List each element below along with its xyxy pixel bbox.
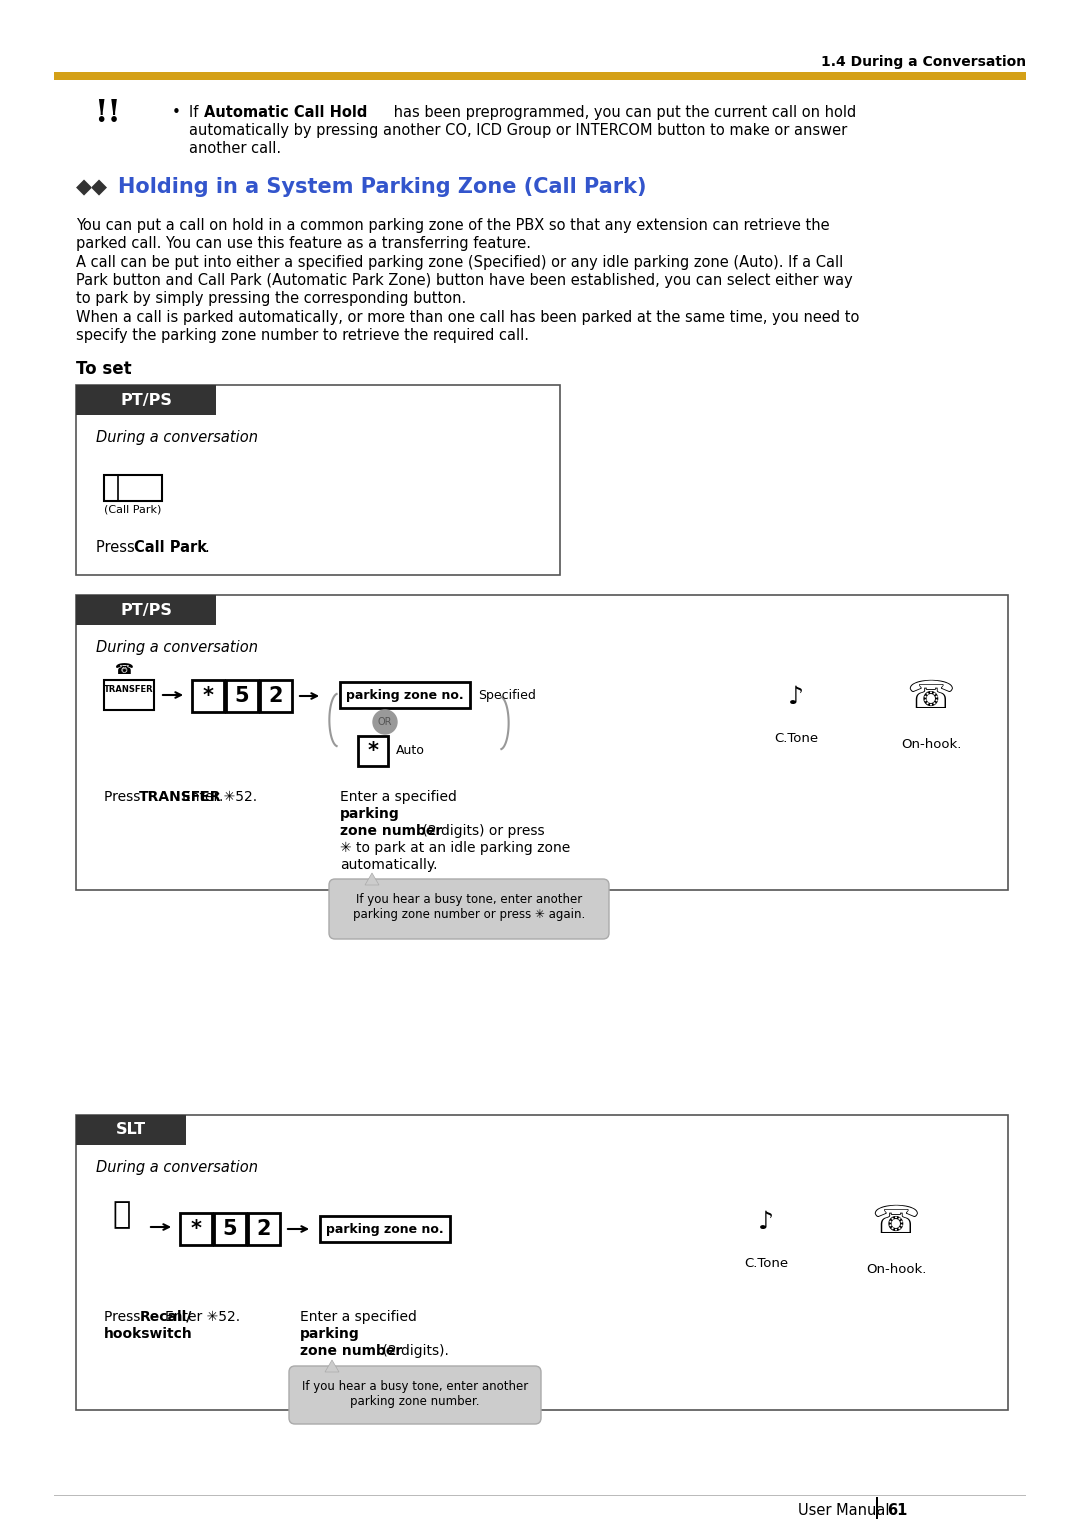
Text: ☎: ☎ xyxy=(114,662,134,677)
Bar xyxy=(226,680,258,712)
Text: If: If xyxy=(189,105,203,121)
Text: Enter ✳52.: Enter ✳52. xyxy=(183,790,257,804)
Bar xyxy=(76,594,216,625)
Bar xyxy=(320,1216,450,1242)
Text: parking zone no.: parking zone no. xyxy=(326,1222,444,1236)
Polygon shape xyxy=(365,872,379,885)
Text: ✳ to park at an idle parking zone: ✳ to park at an idle parking zone xyxy=(340,840,570,856)
Text: automatically.: automatically. xyxy=(340,859,437,872)
Text: 1.4 During a Conversation: 1.4 During a Conversation xyxy=(821,55,1026,69)
Text: During a conversation: During a conversation xyxy=(96,640,258,656)
Text: ♪: ♪ xyxy=(788,685,804,709)
Bar xyxy=(76,1115,1008,1410)
Bar xyxy=(357,736,388,766)
Text: automatically by pressing another CO, ICD Group or INTERCOM button to make or an: automatically by pressing another CO, IC… xyxy=(189,122,847,138)
Text: User Manual: User Manual xyxy=(798,1504,890,1517)
Text: 2: 2 xyxy=(257,1219,271,1239)
Text: Press: Press xyxy=(96,539,139,555)
Text: If you hear a busy tone, enter another
parking zone number or press ✳ again.: If you hear a busy tone, enter another p… xyxy=(353,892,585,921)
Text: hookswitch: hookswitch xyxy=(104,1326,192,1342)
Bar xyxy=(104,680,154,711)
Text: 5: 5 xyxy=(222,1219,238,1239)
Text: During a conversation: During a conversation xyxy=(96,1160,258,1175)
Text: ☏: ☏ xyxy=(872,1203,920,1241)
Text: Enter a specified: Enter a specified xyxy=(300,1309,421,1323)
Bar xyxy=(76,385,216,416)
Text: (2 digits) or press: (2 digits) or press xyxy=(418,824,544,837)
Text: Call Park: Call Park xyxy=(134,539,207,555)
Bar xyxy=(104,475,162,501)
Text: (2 digits).: (2 digits). xyxy=(378,1345,449,1358)
Text: Specified: Specified xyxy=(478,689,536,701)
Text: .: . xyxy=(204,539,208,555)
Text: You can put a call on hold in a common parking zone of the PBX so that any exten: You can put a call on hold in a common p… xyxy=(76,219,829,232)
Text: 2: 2 xyxy=(269,686,283,706)
Bar xyxy=(248,1213,280,1245)
Text: If you hear a busy tone, enter another
parking zone number.: If you hear a busy tone, enter another p… xyxy=(302,1380,528,1407)
Text: Auto: Auto xyxy=(396,744,424,758)
Text: parked call. You can use this feature as a transferring feature.: parked call. You can use this feature as… xyxy=(76,235,531,251)
Text: Automatic Call Hold: Automatic Call Hold xyxy=(204,105,367,121)
Circle shape xyxy=(373,711,397,733)
Text: Park button and Call Park (Automatic Park Zone) button have been established, yo: Park button and Call Park (Automatic Par… xyxy=(76,274,853,287)
Text: When a call is parked automatically, or more than one call has been parked at th: When a call is parked automatically, or … xyxy=(76,310,860,325)
Text: PT/PS: PT/PS xyxy=(120,602,172,617)
Text: ☏: ☏ xyxy=(907,678,956,717)
Text: 5: 5 xyxy=(234,686,249,706)
Text: To set: To set xyxy=(76,361,132,377)
Text: parking: parking xyxy=(340,807,400,821)
Text: C.Tone: C.Tone xyxy=(744,1258,788,1270)
Text: to park by simply pressing the corresponding button.: to park by simply pressing the correspon… xyxy=(76,290,467,306)
Bar xyxy=(192,680,224,712)
FancyBboxPatch shape xyxy=(289,1366,541,1424)
Text: has been preprogrammed, you can put the current call on hold: has been preprogrammed, you can put the … xyxy=(389,105,856,121)
Bar xyxy=(76,594,1008,889)
Text: 61: 61 xyxy=(887,1504,907,1517)
Text: (Call Park): (Call Park) xyxy=(105,504,162,515)
Text: TRANSFER: TRANSFER xyxy=(139,790,221,804)
Bar xyxy=(76,385,561,575)
Text: zone number: zone number xyxy=(300,1345,402,1358)
Bar xyxy=(260,680,292,712)
Text: ◆◆: ◆◆ xyxy=(76,177,108,197)
Text: On-hook.: On-hook. xyxy=(866,1264,927,1276)
Bar xyxy=(876,1497,877,1519)
Text: *: * xyxy=(203,686,214,706)
Text: Enter a specified: Enter a specified xyxy=(340,790,461,804)
Text: On-hook.: On-hook. xyxy=(901,738,961,750)
Bar xyxy=(180,1213,212,1245)
Text: specify the parking zone number to retrieve the required call.: specify the parking zone number to retri… xyxy=(76,329,529,342)
Text: PT/PS: PT/PS xyxy=(120,393,172,408)
Text: parking zone no.: parking zone no. xyxy=(347,689,463,701)
Text: parking: parking xyxy=(300,1326,360,1342)
Text: another call.: another call. xyxy=(189,141,281,156)
Text: *: * xyxy=(367,741,378,761)
Text: A call can be put into either a specified parking zone (Specified) or any idle p: A call can be put into either a specifie… xyxy=(76,255,843,270)
Text: .: . xyxy=(176,1326,180,1342)
Text: C.Tone: C.Tone xyxy=(774,732,818,746)
Text: OR: OR xyxy=(378,717,392,727)
Text: TRANSFER: TRANSFER xyxy=(104,685,153,694)
Text: SLT: SLT xyxy=(116,1123,146,1137)
Text: 📞: 📞 xyxy=(113,1199,131,1229)
Text: *: * xyxy=(190,1219,202,1239)
Text: •: • xyxy=(172,105,180,121)
Text: !!: !! xyxy=(94,98,120,128)
Text: Press: Press xyxy=(104,1309,145,1323)
Text: Recall/: Recall/ xyxy=(140,1309,192,1323)
Text: Holding in a System Parking Zone (Call Park): Holding in a System Parking Zone (Call P… xyxy=(118,177,647,197)
Bar xyxy=(76,1115,186,1144)
Text: zone number: zone number xyxy=(340,824,442,837)
FancyBboxPatch shape xyxy=(329,879,609,940)
Text: Enter ✳52.: Enter ✳52. xyxy=(165,1309,240,1323)
Text: .: . xyxy=(219,790,224,804)
Text: Press: Press xyxy=(104,790,145,804)
Bar xyxy=(214,1213,246,1245)
Text: During a conversation: During a conversation xyxy=(96,429,258,445)
Bar xyxy=(54,72,1026,79)
Text: ♪: ♪ xyxy=(758,1210,774,1235)
Polygon shape xyxy=(325,1360,339,1372)
Bar xyxy=(340,681,470,707)
